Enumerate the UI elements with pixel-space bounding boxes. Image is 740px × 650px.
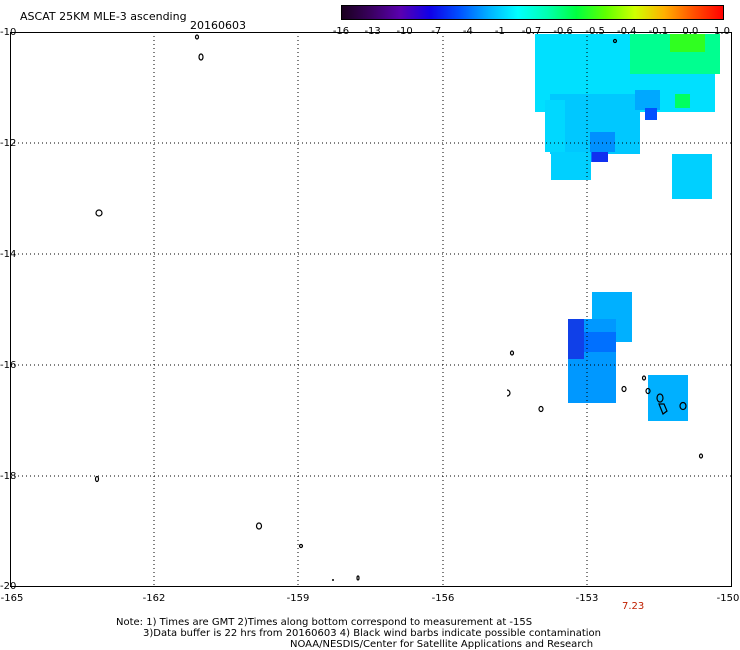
footer-note-line2: 3)Data buffer is 22 hrs from 20160603 4)… — [143, 628, 601, 639]
island-dot — [340, 586, 342, 587]
colorbar-label: -0.4 — [616, 26, 637, 37]
colorbar-label: -4 — [462, 26, 473, 37]
footer-note-line1: Note: 1) Times are GMT 2)Times along bot… — [116, 617, 533, 628]
lon-label: -153 — [575, 593, 599, 604]
lon-label: -165 — [0, 593, 24, 604]
island-outline — [298, 543, 304, 549]
wind-cell — [648, 375, 688, 421]
island-outline — [658, 403, 668, 415]
colorbar-label: -0.7 — [521, 26, 542, 37]
island-dot — [332, 579, 334, 581]
colorbar-labels: -16 -13 -10 -7 -4 -1 -0.7 -0.6 -0.5 -0.4… — [333, 26, 730, 38]
lat-label: -20 — [0, 581, 17, 592]
wind-cell — [635, 90, 660, 110]
wind-cell — [675, 94, 690, 108]
footer-credit: NOAA/NESDIS/Center for Satellite Applica… — [290, 639, 594, 650]
island-outline — [656, 393, 664, 403]
colorbar-label: -7 — [431, 26, 442, 37]
island-outline — [95, 209, 103, 217]
lon-label: -156 — [431, 593, 455, 604]
island-outlines — [94, 34, 704, 581]
colorbar-label: -1 — [494, 26, 505, 37]
colorbar-label: -0.6 — [553, 26, 573, 37]
lat-label: -12 — [0, 138, 17, 149]
plot-frame — [10, 32, 732, 587]
island-outline — [612, 38, 618, 44]
wind-cell — [672, 154, 712, 199]
product-date: 20160603 — [190, 19, 246, 32]
colorbar-label: -10 — [396, 26, 413, 37]
graticule — [10, 32, 732, 587]
lat-label: -16 — [0, 360, 17, 371]
island-dots — [332, 579, 342, 587]
product-title: ASCAT 25KM MLE-3 ascending — [20, 10, 187, 23]
island-outline — [506, 389, 511, 397]
island-outline — [621, 385, 627, 393]
island-outline — [641, 375, 647, 381]
island-outline — [679, 401, 687, 411]
colorbar-label: -0.5 — [585, 26, 605, 37]
island-outline — [198, 53, 204, 61]
colorbar-label: -16 — [332, 26, 350, 37]
lat-label: -10 — [0, 27, 17, 38]
lon-label: -162 — [142, 593, 166, 604]
island-outline — [645, 387, 651, 395]
wind-cells — [535, 34, 720, 421]
map-plot — [10, 32, 732, 587]
time-label: 7.23 — [622, 601, 645, 612]
colorbar-label: 1.0 — [714, 26, 730, 37]
wind-cell — [568, 319, 584, 359]
island-outline — [94, 475, 100, 483]
wind-cell — [645, 108, 657, 120]
lon-label: -159 — [286, 593, 310, 604]
lat-label: -14 — [0, 249, 17, 260]
lon-label: -150 — [716, 593, 740, 604]
wind-cell — [545, 100, 565, 152]
colorbar-label: -0.1 — [648, 26, 669, 37]
island-outline — [698, 453, 704, 459]
colorbar-label: -13 — [364, 26, 381, 37]
wind-cell — [551, 152, 591, 180]
wind-cell — [592, 152, 608, 162]
wind-cell — [584, 332, 616, 352]
wind-cell — [590, 132, 615, 152]
wind-cell — [670, 34, 705, 52]
island-outline — [255, 522, 263, 530]
island-outline — [538, 405, 544, 413]
colorbar-label: 0.0 — [682, 26, 699, 37]
island-outline — [509, 350, 515, 356]
lat-label: -18 — [0, 471, 17, 482]
island-outline — [356, 575, 360, 581]
colorbar — [341, 5, 724, 20]
island-outline — [194, 34, 200, 40]
